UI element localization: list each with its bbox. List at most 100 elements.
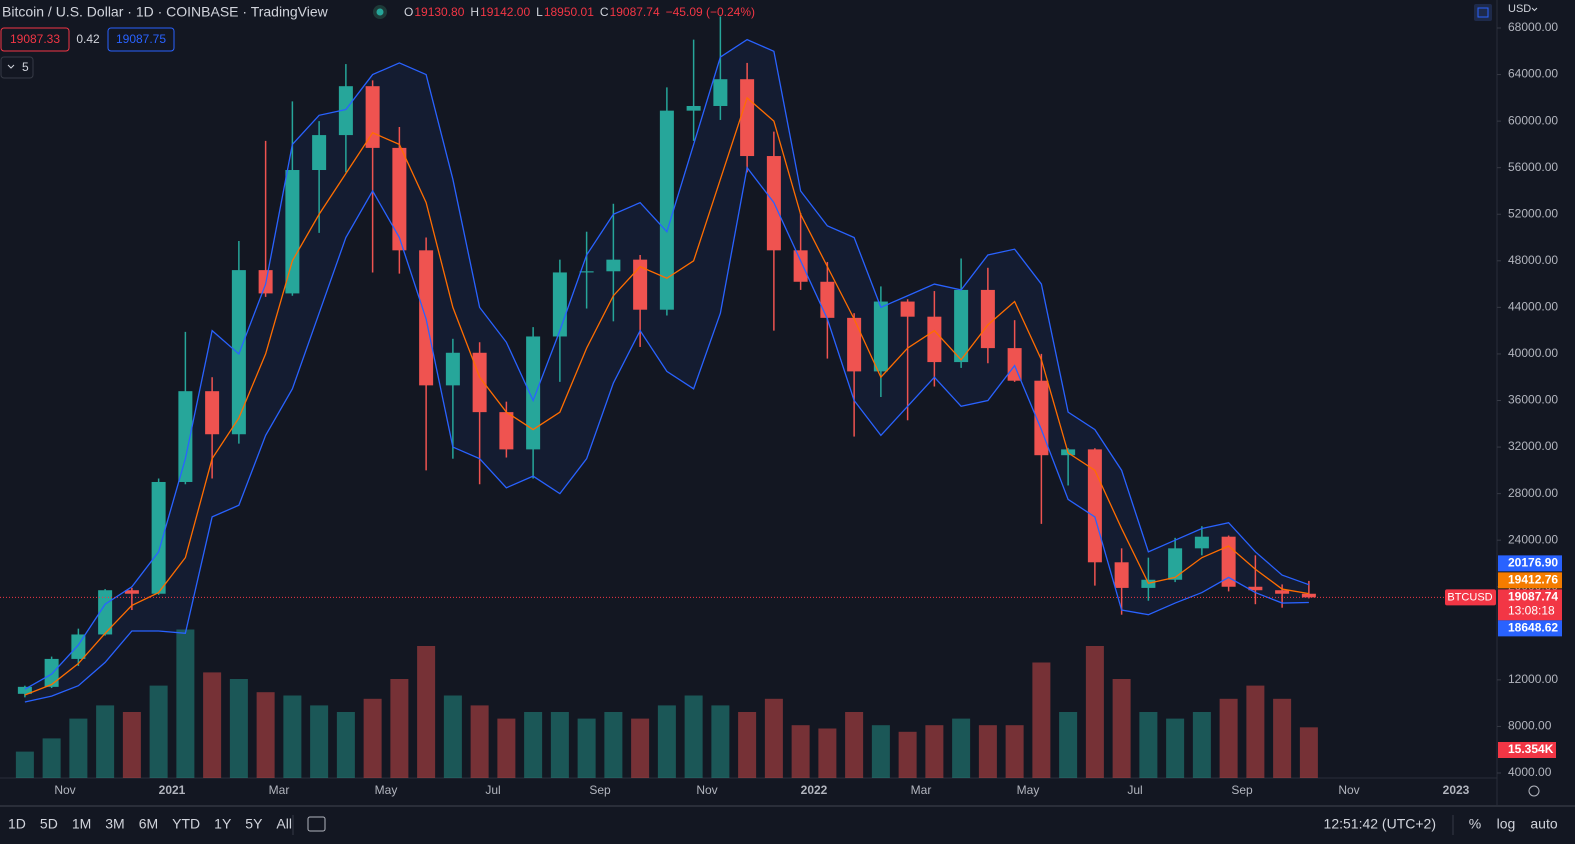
bid-box[interactable] (0, 27, 70, 52)
candle-body (1087, 449, 1102, 563)
ohlc-value: 19142.00 (480, 5, 530, 19)
candle-body (713, 79, 728, 106)
candle-body (1248, 586, 1263, 591)
candle-body (633, 259, 648, 310)
candle-body (1221, 536, 1236, 587)
range-button[interactable]: 5D (40, 816, 58, 832)
indicators-count[interactable]: 5 (22, 60, 29, 74)
x-tick-label: 2022 (801, 783, 828, 797)
chevron-icon (7, 64, 15, 69)
volume-bar (470, 705, 489, 778)
volume-bar (550, 712, 569, 778)
symbol-tag-label: BTCUSD (1447, 591, 1492, 603)
candle-body (686, 105, 701, 111)
x-tick-label: Jul (1127, 783, 1142, 797)
volume-bar (925, 725, 944, 778)
date-range-icon[interactable] (307, 816, 326, 832)
currency-select[interactable]: USD (1508, 3, 1531, 15)
volume-bar (310, 705, 329, 778)
volume-bar (256, 692, 275, 778)
volume-bar (684, 695, 703, 778)
volume-bar (764, 698, 783, 778)
candle-body (873, 301, 888, 372)
volume-bar (497, 718, 516, 778)
candle-body (526, 336, 541, 450)
candle-body (793, 250, 808, 282)
auto-toggle[interactable]: auto (1530, 816, 1557, 832)
symbol-title: Bitcoin / U.S. Dollar · 1D · COINBASE · … (2, 4, 329, 20)
volume-bar (176, 629, 195, 778)
candle-body (740, 79, 755, 157)
price-marker-label: 18648.62 (1508, 621, 1558, 635)
y-tick-label: 40000.00 (1508, 346, 1558, 360)
y-tick-label: 68000.00 (1508, 20, 1558, 34)
settings-icon[interactable] (1528, 785, 1540, 797)
volume-bar (203, 672, 222, 778)
candle-body (365, 86, 380, 148)
clock: 12:51:42 (UTC+2) (1324, 816, 1436, 832)
volume-bar (390, 679, 409, 778)
symbol-tag (1445, 589, 1496, 606)
volume-bar (1032, 662, 1051, 778)
candle-body (552, 272, 567, 337)
range-button[interactable]: 3M (105, 816, 124, 832)
x-tick-label: Mar (269, 783, 290, 797)
status-dot (376, 8, 384, 16)
volume-bar (1085, 646, 1104, 778)
volume-bar (149, 685, 168, 778)
volume-bar (577, 718, 596, 778)
candle-body (312, 135, 327, 171)
indicators-toggle[interactable] (0, 56, 34, 79)
candle-body (151, 481, 166, 594)
bid-price[interactable]: 19087.33 (10, 32, 60, 46)
log-toggle[interactable]: log (1497, 816, 1516, 832)
volume-bar (1273, 698, 1292, 778)
volume-bar (711, 705, 730, 778)
ask-box[interactable] (107, 27, 175, 52)
range-button[interactable]: 1D (8, 816, 26, 832)
range-button[interactable]: 1M (72, 816, 91, 832)
x-tick-label: 2023 (1443, 783, 1470, 797)
volume-bar (229, 679, 248, 778)
price-marker (1498, 620, 1562, 637)
volume-bar (417, 646, 436, 778)
price-marker (1498, 572, 1562, 589)
range-button[interactable]: 1Y (214, 816, 232, 832)
y-tick-label: 12000.00 (1508, 672, 1558, 686)
band-middle (24, 96, 1309, 696)
price-marker-label: 19412.76 (1508, 573, 1558, 587)
candle-body (285, 170, 300, 294)
screenshot-button[interactable] (1474, 4, 1492, 21)
candle-body (980, 289, 995, 349)
range-button[interactable]: 6M (139, 816, 158, 832)
candle-body (1034, 380, 1049, 456)
ask-price[interactable]: 19087.75 (116, 32, 166, 46)
volume-bar (1139, 712, 1158, 778)
candle-body (900, 301, 915, 317)
volume-bar (818, 728, 837, 778)
volume-bar (791, 725, 810, 778)
range-button[interactable]: 5Y (245, 816, 263, 832)
candle-body (1194, 536, 1209, 549)
candle-body (499, 412, 514, 450)
x-tick-label: Sep (1231, 783, 1253, 797)
band-upper (24, 38, 1310, 690)
price-marker-label: 20176.90 (1508, 556, 1558, 570)
y-tick-label: 24000.00 (1508, 532, 1558, 546)
candle-body (954, 289, 969, 363)
candle-body (1114, 562, 1129, 588)
x-tick-label: Nov (54, 783, 75, 797)
ohlc-key: C (600, 5, 609, 19)
volume-bar (978, 725, 997, 778)
price-marker (1498, 555, 1562, 572)
volume-bar (738, 712, 757, 778)
range-button[interactable]: All (276, 816, 292, 832)
volume-bar (1166, 718, 1185, 778)
candle-body (820, 281, 835, 318)
volume-bar (845, 712, 864, 778)
volume-bar (1192, 712, 1211, 778)
percent-toggle[interactable]: % (1469, 816, 1481, 832)
range-button[interactable]: YTD (172, 816, 200, 832)
